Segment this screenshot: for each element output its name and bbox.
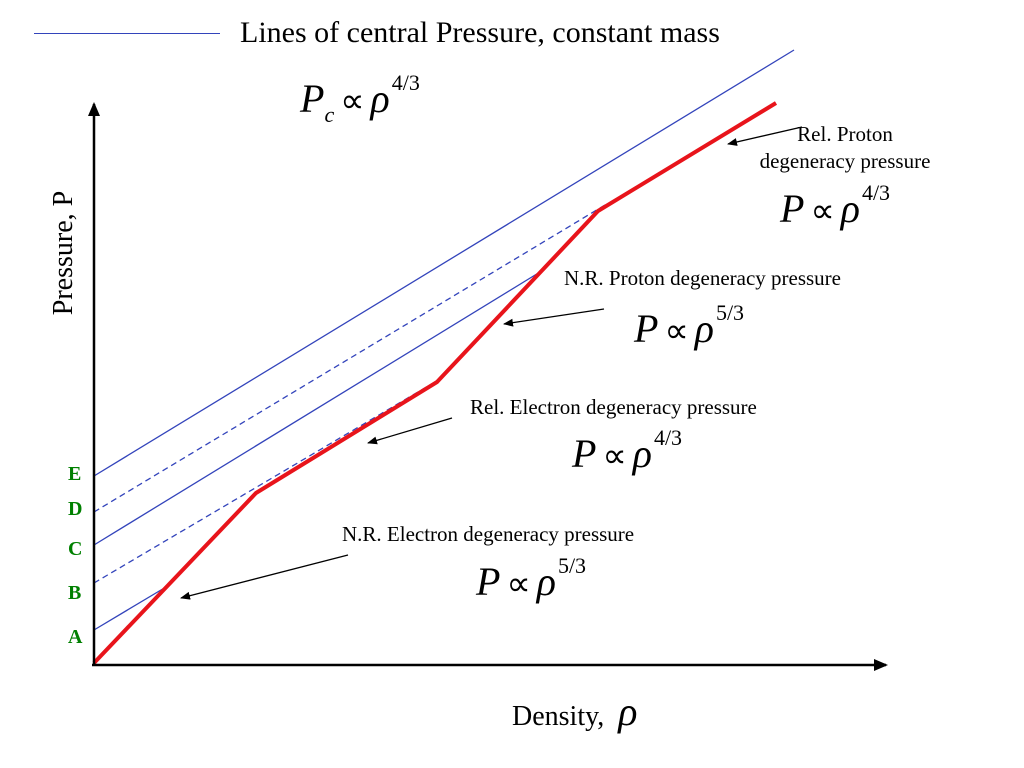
eq-exponent: 4/3 xyxy=(861,180,891,205)
eq-variable: ρ xyxy=(632,431,652,476)
eq-base: P xyxy=(634,306,659,351)
arrow-rel-proton xyxy=(727,126,803,146)
x-axis-label-text: Density, xyxy=(512,701,605,732)
annotation-rel-electron-label: Rel. Electron degeneracy pressure xyxy=(470,395,757,420)
central-pressure-equation: Pc ∝ ρ4/3 xyxy=(300,70,420,128)
x-axis-label: Density, ρ xyxy=(512,688,638,735)
annotation-line: Rel. Electron degeneracy pressure xyxy=(470,395,757,419)
eq-base: P xyxy=(476,559,501,604)
annotation-line: degeneracy pressure xyxy=(759,149,931,173)
annotation-nr-electron-label: N.R. Electron degeneracy pressure xyxy=(342,522,634,547)
arrow-nr-proton xyxy=(503,308,605,327)
eq-base: P xyxy=(780,186,805,231)
arrow-nr-electron xyxy=(180,554,349,600)
annotation-rel-electron-equation: P ∝ ρ4/3 xyxy=(572,425,682,477)
proportional-symbol: ∝ xyxy=(810,193,835,230)
central-pressure-line-e xyxy=(93,49,795,477)
equation-of-state-curve xyxy=(92,101,778,665)
central-pressure-line-a xyxy=(93,586,167,631)
central-pressure-line-b xyxy=(93,378,441,584)
eq-exponent: 5/3 xyxy=(715,300,745,325)
proportional-symbol: ∝ xyxy=(602,438,627,475)
annotation-nr-proton-label: N.R. Proton degeneracy pressure xyxy=(564,266,841,291)
eq-variable: ρ xyxy=(536,559,556,604)
eq-variable: ρ xyxy=(370,76,390,121)
y-axis-label: Pressure, P xyxy=(48,190,79,316)
proportional-symbol: ∝ xyxy=(664,313,689,350)
tick-letter-b: B xyxy=(68,582,82,604)
central-pressure-line-c xyxy=(93,271,541,546)
annotation-line: N.R. Electron degeneracy pressure xyxy=(342,522,635,546)
tick-letter-c: C xyxy=(68,538,83,560)
annotation-rel-proton-label: Rel. Proton degeneracy pressure xyxy=(740,122,950,174)
eq-variable: ρ xyxy=(694,306,714,351)
eq-exponent: 5/3 xyxy=(557,553,587,578)
eq-base: P xyxy=(300,76,325,121)
diagram-title: Lines of central Pressure, constant mass xyxy=(240,16,720,49)
eq-base: P xyxy=(572,431,597,476)
annotation-nr-electron-equation: P ∝ ρ5/3 xyxy=(476,553,586,605)
proportional-symbol: ∝ xyxy=(506,566,531,603)
eq-exponent: 4/3 xyxy=(653,425,683,450)
tick-letter-e: E xyxy=(68,463,82,485)
eq-exponent: 4/3 xyxy=(391,70,420,95)
eq-variable: ρ xyxy=(840,186,860,231)
annotation-nr-proton-equation: P ∝ ρ5/3 xyxy=(634,300,744,352)
central-pressure-line-d xyxy=(93,204,606,513)
arrow-rel-electron xyxy=(367,417,453,445)
proportional-symbol: ∝ xyxy=(340,83,365,120)
x-axis-symbol: ρ xyxy=(618,689,638,734)
annotation-line: N.R. Proton degeneracy pressure xyxy=(564,266,841,290)
annotation-line: Rel. Proton xyxy=(797,122,893,146)
tick-letter-a: A xyxy=(68,626,83,648)
tick-letter-d: D xyxy=(68,498,83,520)
eq-subscript: c xyxy=(324,102,335,127)
annotation-rel-proton-equation: P ∝ ρ4/3 xyxy=(780,180,890,232)
legend-line-sample xyxy=(34,33,220,34)
